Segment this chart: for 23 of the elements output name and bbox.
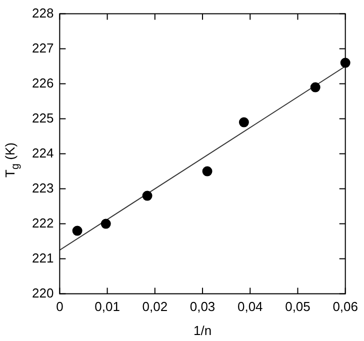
point [202,166,212,176]
y-tick-label: 224 [32,145,54,160]
y-tick-label: 223 [32,180,54,196]
y-tick-label: 225 [32,110,54,126]
y-tick-label: 227 [32,40,54,56]
x-tick-label: 0,05 [285,299,310,314]
point [238,117,249,128]
point [142,190,152,201]
x-tick-label: 0,06 [332,299,358,314]
x-axis-title: 1/n [193,322,212,338]
y-tick-label: 226 [32,75,54,90]
x-tick-label: 0 [56,299,64,314]
x-tick-label: 0,02 [142,299,168,314]
x-tick-label: 0,01 [94,299,120,314]
x-tick-label: 0,04 [237,299,263,314]
y-tick-label: 221 [32,250,54,266]
x-tick-label: 0,03 [190,299,216,314]
y-tick-label: 222 [32,215,54,230]
point [310,82,320,92]
point [100,218,111,229]
y-tick-label: 228 [32,5,54,20]
point [72,226,82,236]
y-tick-label: 220 [32,285,54,300]
